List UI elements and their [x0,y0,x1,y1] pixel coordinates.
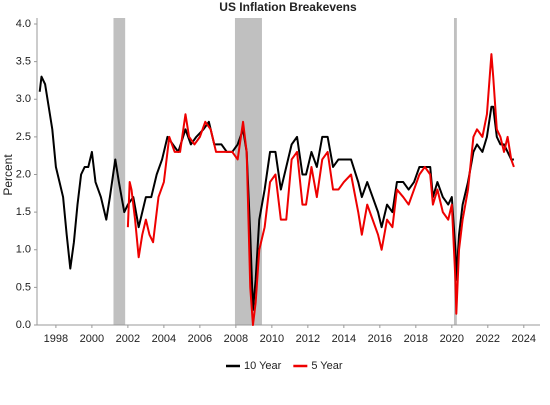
x-tick-label: 2024 [512,333,536,345]
shaded-period [453,18,457,325]
y-tick-label: 0.5 [16,281,31,293]
x-tick-label: 2010 [260,333,284,345]
y-tick-label: 4.0 [16,18,31,30]
y-tick-label: 1.0 [16,244,31,256]
x-tick-label: 2002 [116,333,140,345]
series-line [38,75,514,311]
shaded-period [113,18,126,325]
x-tick-label: 2018 [404,333,428,345]
legend-label: 10 Year [244,360,282,372]
x-tick-label: 2014 [332,333,356,345]
y-tick-label: 2.5 [16,131,31,143]
x-tick-label: 2012 [296,333,320,345]
y-tick-label: 3.0 [16,93,31,105]
y-tick-label: 2.0 [16,168,31,180]
x-tick-label: 2022 [476,333,500,345]
legend-label: 5 Year [311,360,343,372]
y-tick-label: 3.5 [16,56,31,68]
y-tick-label: 1.5 [16,206,31,218]
x-tick-label: 2006 [188,333,212,345]
x-tick-label: 2000 [80,333,104,345]
x-tick-label: 1998 [44,333,68,345]
chart-title: US Inflation Breakevens [219,0,357,14]
x-tick-label: 2004 [152,333,176,345]
y-tick-label: 0.0 [16,319,31,331]
x-tick-label: 2008 [224,333,248,345]
x-tick-label: 2016 [368,333,392,345]
x-tick-label: 2020 [440,333,464,345]
y-axis-label: Percent [1,154,15,196]
series-line [126,53,515,326]
